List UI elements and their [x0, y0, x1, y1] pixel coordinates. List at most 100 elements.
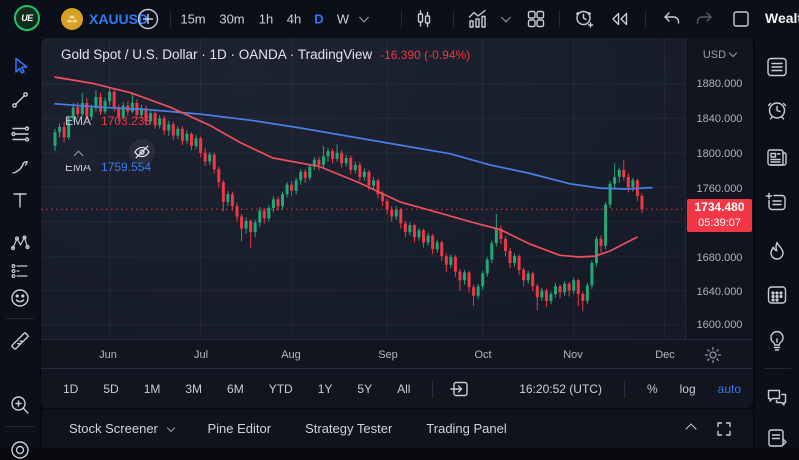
price-tick: 1840.000: [696, 113, 743, 125]
alert-add-icon[interactable]: [572, 7, 596, 31]
settings-sun-icon[interactable]: [704, 346, 722, 364]
layout-grid-icon[interactable]: [525, 8, 547, 30]
replay-icon[interactable]: [608, 7, 632, 31]
indicators-chevron-icon[interactable]: [501, 8, 511, 26]
price-tick: 1640.000: [696, 286, 743, 298]
divider: [170, 10, 171, 28]
range-3m[interactable]: 3M: [185, 382, 203, 396]
scale-percent-button[interactable]: %: [646, 382, 658, 396]
alerts-clock-icon[interactable]: [764, 97, 790, 123]
compare-add-icon[interactable]: [135, 6, 161, 32]
scale-auto-button[interactable]: auto: [717, 382, 741, 396]
timeframe-15m[interactable]: 15m: [180, 11, 206, 27]
chart-card: Gold Spot / U.S. Dollar · 1D · OANDA · T…: [41, 38, 753, 408]
month-label: Jun: [99, 348, 117, 361]
price-tick: 1760.000: [696, 183, 743, 195]
currency-label[interactable]: USD: [686, 48, 753, 61]
measure-tool-icon[interactable]: [8, 329, 32, 353]
chart-bottom-toolbar: 1D 5D 1M 3M 6M YTD 1Y 5Y All 16:20:52 (U…: [41, 368, 753, 408]
month-label: Dec: [655, 348, 675, 361]
eye-off-icon[interactable]: [129, 139, 155, 165]
price-tick: 1680.000: [696, 252, 743, 264]
magnet-tool-icon[interactable]: [8, 436, 32, 460]
ema-value: 1703.238: [101, 114, 152, 128]
bar-countdown: 05:39:07: [698, 217, 741, 229]
chats-icon[interactable]: [764, 384, 790, 410]
clock-utc[interactable]: 16:20:52 (UTC): [519, 382, 602, 396]
timeframe-1d[interactable]: D: [314, 11, 324, 27]
timeframe-4h[interactable]: 4h: [286, 11, 302, 27]
hotlists-flame-icon[interactable]: [764, 239, 790, 265]
fib-tool-icon[interactable]: [9, 123, 31, 145]
ideas-lightbulb-icon[interactable]: [764, 327, 790, 353]
tab-pine-editor[interactable]: Pine Editor: [207, 421, 272, 436]
ema-label: EMA: [65, 114, 92, 128]
cursor-tool-icon[interactable]: [9, 55, 31, 77]
divider: [645, 10, 646, 28]
range-1m[interactable]: 1M: [143, 382, 161, 396]
tab-strategy-tester[interactable]: Strategy Tester: [305, 421, 393, 436]
divider: [432, 380, 434, 398]
redo-icon[interactable]: [692, 7, 716, 31]
divider: [401, 10, 402, 28]
brand-logo-icon[interactable]: UE: [14, 5, 40, 31]
month-label: Jul: [193, 348, 209, 361]
range-5y[interactable]: 5Y: [357, 382, 373, 396]
projection-tool-icon[interactable]: [9, 260, 31, 282]
chart-change: -16.390 (-0.94%): [380, 48, 471, 62]
emoji-tool-icon[interactable]: [9, 287, 31, 309]
range-1y[interactable]: 1Y: [317, 382, 333, 396]
text-notes-icon[interactable]: [764, 190, 790, 216]
tab-stock-screener[interactable]: Stock Screener: [69, 421, 175, 436]
divider: [623, 380, 625, 398]
month-label: Oct: [474, 348, 492, 361]
goto-date-icon[interactable]: [449, 378, 471, 400]
timeframe-1w[interactable]: W: [336, 11, 350, 27]
price-tick: 1600.000: [696, 319, 743, 331]
symbol-button[interactable]: XAUUSD: [89, 11, 149, 27]
range-ytd[interactable]: YTD: [268, 382, 293, 396]
indicators-icon[interactable]: [466, 7, 490, 31]
indicator-legend-ema-1[interactable]: EMA 1703.238: [65, 114, 151, 128]
brush-tool-icon[interactable]: [9, 156, 31, 178]
pattern-tool-icon[interactable]: [9, 232, 31, 254]
candle-style-icon[interactable]: [413, 8, 435, 30]
bottom-panel: Stock Screener Pine Editor Strategy Test…: [41, 409, 753, 448]
chart-canvas[interactable]: [41, 38, 685, 339]
tab-trading-panel[interactable]: Trading Panel: [426, 421, 507, 436]
undo-icon[interactable]: [660, 7, 684, 31]
scale-log-button[interactable]: log: [679, 382, 696, 396]
panel-expand-icon[interactable]: [685, 421, 697, 436]
legend-collapse-button[interactable]: [62, 142, 95, 165]
time-axis[interactable]: Jun Jul Aug Sep Oct Nov Dec: [41, 339, 753, 369]
calendar-icon[interactable]: [764, 282, 790, 308]
divider: [453, 10, 454, 28]
chart-title[interactable]: Gold Spot / U.S. Dollar · 1D · OANDA · T…: [61, 47, 470, 62]
watchlist-icon[interactable]: [764, 54, 790, 80]
panel-fullscreen-icon[interactable]: [715, 420, 733, 438]
timeframe-1h[interactable]: 1h: [258, 11, 274, 27]
range-6m[interactable]: 6M: [227, 382, 244, 396]
divider: [6, 318, 34, 319]
chart-title-text: Gold Spot / U.S. Dollar · 1D · OANDA · T…: [61, 47, 373, 62]
range-all[interactable]: All: [397, 382, 411, 396]
document-icon[interactable]: [764, 425, 790, 448]
range-5d[interactable]: 5D: [103, 382, 119, 396]
divider: [763, 368, 791, 369]
timeframe-30m[interactable]: 30m: [219, 11, 245, 27]
ema-value: 1759.554: [101, 160, 152, 174]
top-toolbar: UE XAUUSD 15m 30m 1h 4h D W: [0, 0, 799, 39]
trendline-tool-icon[interactable]: [9, 89, 31, 111]
news-icon[interactable]: [764, 145, 790, 171]
drawing-toolbar: [0, 38, 40, 459]
month-label: Nov: [563, 348, 583, 361]
range-1d[interactable]: 1D: [63, 382, 79, 396]
timeframe-chevron-icon[interactable]: [359, 8, 369, 26]
layout-frame-icon[interactable]: [730, 8, 752, 30]
last-price-badge: 1734.480 05:39:07: [687, 199, 752, 232]
price-axis[interactable]: USD 1880.000 1840.000 1800.000 1760.000 …: [685, 38, 753, 339]
gold-symbol-icon: [61, 8, 83, 30]
divider: [559, 10, 560, 28]
text-tool-icon[interactable]: [9, 189, 31, 211]
zoom-in-tool-icon[interactable]: [8, 393, 32, 417]
